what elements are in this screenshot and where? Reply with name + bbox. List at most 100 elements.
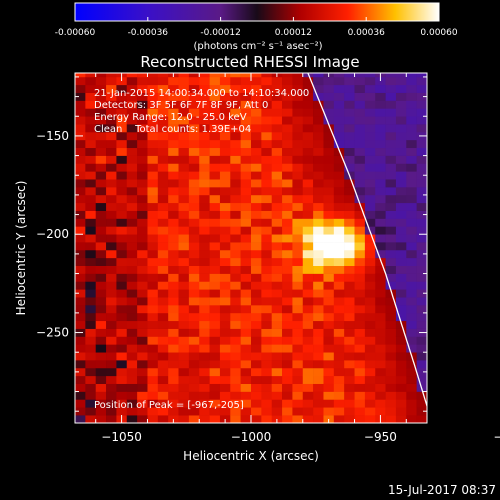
heatmap-cell <box>261 194 272 204</box>
heatmap-cell <box>271 281 283 290</box>
heatmap-cell <box>395 202 407 211</box>
heatmap-cell <box>95 171 107 180</box>
heatmap-cell <box>240 320 252 329</box>
heatmap-cell <box>85 328 96 337</box>
heatmap-cell <box>313 297 324 306</box>
heatmap-cell <box>364 391 376 400</box>
heatmap-cell <box>137 100 148 109</box>
heatmap-cell <box>199 179 210 188</box>
heatmap-cell <box>385 312 397 322</box>
heatmap-cell <box>282 187 293 196</box>
heatmap-cell <box>178 375 190 384</box>
heatmap-cell <box>395 194 407 204</box>
heatmap-cell <box>323 100 335 109</box>
heatmap-cell <box>364 399 376 408</box>
heatmap-cell <box>178 163 190 172</box>
heatmap-cell <box>126 360 138 369</box>
heatmap-cell <box>313 139 324 149</box>
heatmap-cell <box>209 131 221 141</box>
heatmap-cell <box>282 257 293 266</box>
heatmap-cell <box>75 202 86 211</box>
heatmap-cell <box>178 344 190 353</box>
heatmap-cell <box>261 360 272 369</box>
heatmap-cell <box>199 273 210 282</box>
heatmap-cell <box>406 234 417 243</box>
heatmap-cell <box>416 415 427 423</box>
heatmap-cell <box>147 155 159 164</box>
heatmap-cell <box>333 352 345 361</box>
heatmap-cell <box>375 281 386 290</box>
heatmap-cell <box>157 124 169 133</box>
heatmap-cell <box>178 147 190 156</box>
heatmap-cell <box>219 367 231 377</box>
heatmap-cell <box>126 155 138 164</box>
heatmap-cell <box>168 76 179 86</box>
heatmap-cell <box>385 155 397 164</box>
heatmap-cell <box>95 84 107 93</box>
heatmap-cell <box>126 336 138 345</box>
heatmap-cell <box>95 147 107 156</box>
heatmap-cell <box>302 297 314 306</box>
heatmap-cell <box>137 344 148 353</box>
heatmap-cell <box>219 289 231 298</box>
heatmap-cell <box>323 367 335 377</box>
heatmap-cell <box>271 367 283 377</box>
heatmap-cell <box>416 124 427 133</box>
heatmap-cell <box>333 234 345 243</box>
heatmap-cell <box>364 116 376 125</box>
heatmap-cell <box>157 312 169 322</box>
heatmap-cell <box>354 202 366 211</box>
heatmap-cell <box>313 155 324 164</box>
heatmap-cell <box>333 155 345 164</box>
heatmap-cell <box>292 92 304 101</box>
heatmap-cell <box>240 273 252 282</box>
heatmap-cell <box>344 73 355 78</box>
heatmap-cell <box>364 360 376 369</box>
heatmap-cell <box>333 92 345 101</box>
heatmap-cell <box>406 100 417 109</box>
heatmap-cell <box>251 273 262 282</box>
heatmap-cell <box>251 171 262 180</box>
heatmap-cell <box>364 305 376 314</box>
heatmap-cell <box>178 131 190 141</box>
heatmap-cell <box>147 218 159 227</box>
heatmap-cell <box>157 273 169 282</box>
heatmap-cell <box>147 305 159 314</box>
solar-limb-curve <box>307 73 427 409</box>
heatmap-cell <box>219 100 231 109</box>
heatmap-cell <box>230 312 241 322</box>
heatmap-cell <box>147 210 159 219</box>
heatmap-cell <box>199 305 210 314</box>
heatmap-cell <box>395 226 407 235</box>
heatmap-cell <box>406 163 417 172</box>
heatmap-cell <box>230 92 241 101</box>
heatmap-cell <box>209 92 221 101</box>
heatmap-cell <box>147 297 159 306</box>
heatmap-cell <box>116 171 128 180</box>
heatmap-cell <box>168 187 179 196</box>
heatmap-cell <box>364 352 376 361</box>
heatmap-cell <box>240 202 252 211</box>
heatmap-cell <box>75 360 86 369</box>
heatmap-cell <box>302 100 314 109</box>
heatmap-cell <box>364 202 376 211</box>
heatmap-cell <box>323 171 335 180</box>
heatmap-cell <box>126 116 138 125</box>
heatmap-cell <box>137 367 148 377</box>
heatmap-cell <box>292 407 304 416</box>
heatmap-cell <box>168 124 179 133</box>
heatmap-cell <box>106 391 117 400</box>
heatmap-cell <box>261 116 272 125</box>
heatmap-cell <box>292 415 304 423</box>
heatmap-cell <box>416 297 427 306</box>
heatmap-cell <box>116 124 128 133</box>
heatmap-cell <box>188 320 200 329</box>
heatmap-cell <box>271 147 283 156</box>
heatmap-cell <box>126 163 138 172</box>
heatmap-cell <box>364 131 376 141</box>
heatmap-cell <box>364 281 376 290</box>
heatmap-cell <box>188 242 200 251</box>
heatmap-cell <box>157 131 169 141</box>
heatmap-cell <box>75 139 86 149</box>
heatmap-cell <box>323 187 335 196</box>
